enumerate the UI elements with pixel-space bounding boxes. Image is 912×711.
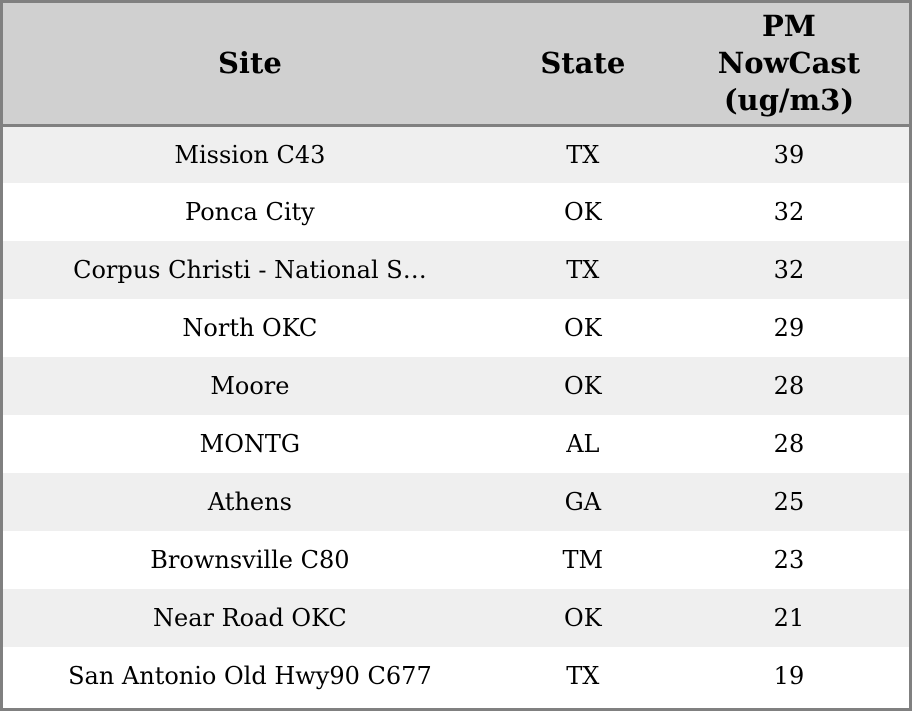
cell-site: MONTG <box>199 430 301 458</box>
cell-state: OK <box>564 314 602 342</box>
cell-site: Athens <box>207 488 292 516</box>
cell-state: GA <box>564 488 602 516</box>
cell-pm-nowcast: 28 <box>773 372 805 400</box>
table-header: Site State PM NowCast (ug/m3) <box>3 3 909 127</box>
cell-pm-nowcast: 39 <box>773 140 805 169</box>
pm-header-line-3: (ug/m3) <box>723 82 855 117</box>
cell-state: TX <box>566 140 600 169</box>
table-body: Mission C43 TX 39 Ponca City OK 32 Corpu… <box>3 125 909 705</box>
cell-pm-nowcast: 25 <box>773 488 805 516</box>
cell-state: OK <box>564 372 602 400</box>
table-row: Mission C43 TX 39 <box>3 125 909 183</box>
cell-pm-nowcast: 21 <box>773 604 805 632</box>
cell-pm-nowcast: 23 <box>773 546 805 574</box>
column-header-site[interactable]: Site <box>3 3 497 127</box>
column-header-pm-nowcast[interactable]: PM NowCast (ug/m3) <box>668 3 909 127</box>
table-row: MONTG AL 28 <box>3 415 909 473</box>
cell-site: Ponca City <box>185 198 315 226</box>
cell-pm-nowcast: 28 <box>773 430 805 458</box>
table-row: Athens GA 25 <box>3 473 909 531</box>
cell-site: North OKC <box>182 314 318 342</box>
table-row: Brownsville C80 TM 23 <box>3 531 909 589</box>
table-row: Ponca City OK 32 <box>3 183 909 241</box>
table-row: Corpus Christi - National S… TX 32 <box>3 241 909 299</box>
cell-site: Corpus Christi - National S… <box>73 256 427 284</box>
cell-state: TX <box>566 662 600 690</box>
table-row: Moore OK 28 <box>3 357 909 415</box>
table-row: San Antonio Old Hwy90 C677 TX 19 <box>3 647 909 705</box>
cell-site: Mission C43 <box>174 140 326 169</box>
cell-state: TM <box>562 546 604 574</box>
cell-site: Moore <box>210 372 290 400</box>
pm-header-line-1: PM <box>761 8 816 43</box>
pm-nowcast-table: Site State PM NowCast (ug/m3) Mission C4… <box>3 3 909 705</box>
header-row: Site State PM NowCast (ug/m3) <box>3 3 909 127</box>
table-row: North OKC OK 29 <box>3 299 909 357</box>
cell-pm-nowcast: 29 <box>773 314 805 342</box>
cell-site: Brownsville C80 <box>150 546 350 574</box>
table-row: Near Road OKC OK 21 <box>3 589 909 647</box>
cell-site: San Antonio Old Hwy90 C677 <box>68 662 432 690</box>
cell-pm-nowcast: 19 <box>773 662 805 690</box>
cell-state: AL <box>566 430 600 458</box>
pm-header-line-2: NowCast <box>717 45 861 80</box>
column-header-state[interactable]: State <box>496 3 669 127</box>
cell-state: TX <box>566 256 600 284</box>
cell-state: OK <box>564 198 602 226</box>
cell-pm-nowcast: 32 <box>773 198 805 226</box>
cell-state: OK <box>564 604 602 632</box>
cell-site: Near Road OKC <box>153 604 347 632</box>
cell-pm-nowcast: 32 <box>773 256 805 284</box>
